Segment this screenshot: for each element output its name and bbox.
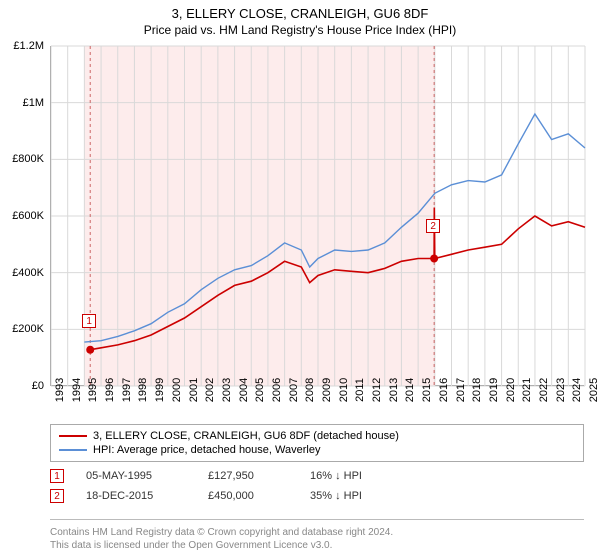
x-tick-label: 2002 (204, 378, 216, 402)
plot-region (50, 46, 584, 386)
sale-marker-box: 2 (426, 219, 440, 233)
x-tick-label: 2021 (521, 378, 533, 402)
x-tick-label: 1999 (154, 378, 166, 402)
y-tick-label: £800K (12, 153, 44, 165)
x-tick-label: 2025 (588, 378, 600, 402)
x-tick-label: 1993 (54, 378, 66, 402)
x-tick-label: 2023 (555, 378, 567, 402)
x-tick-label: 2006 (271, 378, 283, 402)
chart-subtitle: Price paid vs. HM Land Registry's House … (0, 21, 600, 37)
transaction-date: 18-DEC-2015 (86, 490, 186, 502)
transaction-price: £127,950 (208, 470, 288, 482)
x-tick-label: 2024 (571, 378, 583, 402)
y-tick-label: £200K (12, 323, 44, 335)
x-tick-label: 2016 (438, 378, 450, 402)
x-tick-label: 2003 (221, 378, 233, 402)
x-tick-label: 2020 (505, 378, 517, 402)
x-tick-label: 2001 (188, 378, 200, 402)
x-tick-label: 1994 (71, 378, 83, 402)
transaction-marker: 2 (50, 489, 64, 503)
legend-row: HPI: Average price, detached house, Wave… (59, 443, 575, 457)
legend-row: 3, ELLERY CLOSE, CRANLEIGH, GU6 8DF (det… (59, 429, 575, 443)
x-tick-label: 2017 (455, 378, 467, 402)
x-tick-label: 2000 (171, 378, 183, 402)
plot-svg (51, 46, 585, 386)
x-tick-label: 1996 (104, 378, 116, 402)
x-tick-label: 1998 (137, 378, 149, 402)
legend-swatch (59, 435, 87, 437)
footer-line-1: Contains HM Land Registry data © Crown c… (50, 526, 584, 539)
x-tick-label: 2012 (371, 378, 383, 402)
x-tick-label: 2011 (354, 378, 366, 402)
sale-dot (430, 255, 438, 263)
x-tick-label: 2013 (388, 378, 400, 402)
x-tick-label: 1997 (121, 378, 133, 402)
footer: Contains HM Land Registry data © Crown c… (50, 519, 584, 552)
chart-title: 3, ELLERY CLOSE, CRANLEIGH, GU6 8DF (0, 0, 600, 21)
transaction-row: 1 05-MAY-1995 £127,950 16% ↓ HPI (50, 466, 584, 486)
transaction-delta: 35% ↓ HPI (310, 490, 400, 502)
y-tick-label: £1.2M (13, 40, 44, 52)
legend-label: HPI: Average price, detached house, Wave… (93, 444, 320, 456)
x-tick-label: 2008 (304, 378, 316, 402)
x-tick-label: 2005 (254, 378, 266, 402)
y-tick-label: £600K (12, 210, 44, 222)
transaction-delta: 16% ↓ HPI (310, 470, 400, 482)
transaction-price: £450,000 (208, 490, 288, 502)
transaction-row: 2 18-DEC-2015 £450,000 35% ↓ HPI (50, 486, 584, 506)
transaction-date: 05-MAY-1995 (86, 470, 186, 482)
x-tick-label: 2014 (404, 378, 416, 402)
x-tick-label: 1995 (87, 378, 99, 402)
chart-container: 3, ELLERY CLOSE, CRANLEIGH, GU6 8DF Pric… (0, 0, 600, 560)
legend: 3, ELLERY CLOSE, CRANLEIGH, GU6 8DF (det… (50, 424, 584, 462)
x-tick-label: 2015 (421, 378, 433, 402)
transaction-marker: 1 (50, 469, 64, 483)
x-tick-label: 2007 (288, 378, 300, 402)
y-tick-label: £1M (23, 97, 44, 109)
footer-line-2: This data is licensed under the Open Gov… (50, 539, 584, 552)
x-tick-label: 2010 (338, 378, 350, 402)
transaction-table: 1 05-MAY-1995 £127,950 16% ↓ HPI 2 18-DEC-201… (50, 466, 584, 506)
x-tick-label: 2018 (471, 378, 483, 402)
x-tick-label: 2022 (538, 378, 550, 402)
x-tick-label: 2009 (321, 378, 333, 402)
sale-dot (86, 346, 94, 354)
legend-swatch (59, 449, 87, 451)
sale-marker-box: 1 (82, 314, 96, 328)
x-tick-label: 2004 (238, 378, 250, 402)
chart-area: 12£0£200K£400K£600K£800K£1M£1.2M19931994… (50, 46, 584, 386)
y-tick-label: £400K (12, 267, 44, 279)
legend-label: 3, ELLERY CLOSE, CRANLEIGH, GU6 8DF (det… (93, 430, 399, 442)
y-tick-label: £0 (32, 380, 44, 392)
x-tick-label: 2019 (488, 378, 500, 402)
